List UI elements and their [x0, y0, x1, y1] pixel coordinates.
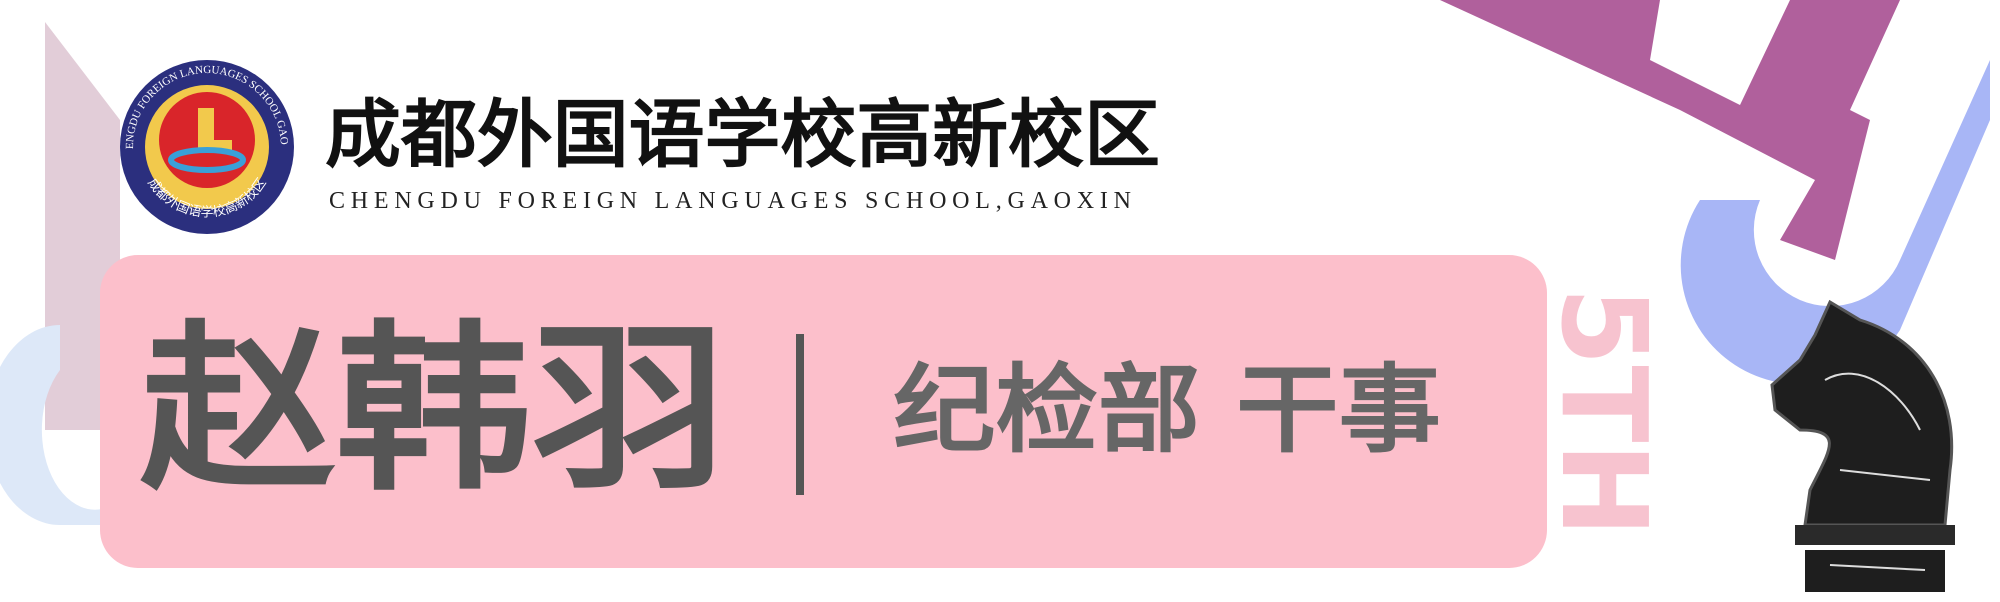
knight-collar — [1795, 525, 1955, 545]
knight-icon — [1770, 299, 1955, 592]
badge-panel — [100, 255, 1547, 568]
person-role: 纪检部 干事 — [893, 353, 1441, 466]
divider — [796, 334, 804, 495]
knight-base — [1805, 550, 1945, 592]
person-name: 赵韩羽 — [140, 304, 727, 515]
logo-mark — [198, 108, 232, 152]
school-subtitle: CHENGDU FOREIGN LANGUAGES SCHOOL,GAOXIN — [329, 188, 1131, 214]
deco-arc-right — [1680, 60, 1990, 385]
deco-cutout — [1650, 0, 1790, 105]
deco-arc-left — [0, 325, 130, 525]
deco-purple — [1410, 0, 1900, 260]
school-title: 成都外国语学校高新校区 — [325, 92, 1160, 178]
logo-swoosh — [168, 147, 246, 173]
deco-label: 5TH — [1535, 287, 1673, 537]
knight-doodles — [1824, 372, 1931, 571]
